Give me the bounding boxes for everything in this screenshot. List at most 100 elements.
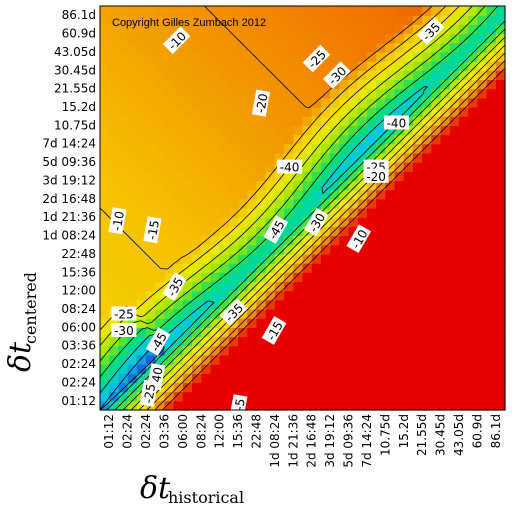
heatmap-cell	[339, 88, 350, 99]
heatmap-cell	[477, 364, 488, 374]
heatmap-cell	[320, 198, 331, 209]
heatmap-cell	[201, 116, 212, 126]
heatmap-cell	[495, 33, 506, 44]
heatmap-cell	[247, 24, 258, 35]
heatmap-cell	[403, 51, 414, 62]
heatmap-cell	[357, 152, 368, 163]
heatmap-cell	[293, 299, 304, 310]
heatmap-cell	[486, 79, 497, 90]
heatmap-cell	[302, 125, 313, 136]
heatmap-cell	[468, 400, 478, 411]
heatmap-cell	[118, 61, 129, 71]
heatmap-cell	[302, 51, 313, 62]
heatmap-cell	[164, 15, 175, 25]
heatmap-cell	[228, 198, 239, 209]
heatmap-cell	[192, 327, 202, 338]
heatmap-cell	[201, 97, 212, 108]
heatmap-cell	[330, 382, 340, 393]
heatmap-cell	[274, 299, 285, 310]
contour-label-bg	[162, 26, 191, 54]
y-tick-label: 02:24	[61, 357, 96, 371]
heatmap-cell	[431, 309, 442, 319]
heatmap-cell	[109, 6, 119, 16]
heatmap-cell	[164, 70, 175, 81]
heatmap-cell	[477, 51, 488, 62]
y-axis-title: δt centered	[3, 272, 40, 372]
heatmap-cell	[228, 290, 239, 301]
heatmap-cell	[228, 364, 239, 374]
heatmap-cell	[219, 61, 230, 71]
heatmap-cell	[219, 373, 230, 384]
heatmap-cell	[256, 336, 267, 347]
heatmap-cell	[431, 345, 442, 356]
heatmap-cell	[440, 299, 451, 310]
heatmap-cell	[293, 373, 304, 384]
heatmap-cell	[219, 107, 230, 117]
heatmap-cell	[118, 97, 129, 108]
heatmap-cell	[136, 134, 147, 145]
contour-label-text: -15	[145, 219, 162, 241]
heatmap-cell	[182, 336, 193, 347]
heatmap-cell	[330, 97, 340, 108]
heatmap-cell	[486, 208, 497, 218]
heatmap-cell	[339, 263, 350, 273]
heatmap-cell	[431, 400, 442, 411]
heatmap-cell	[394, 253, 405, 264]
heatmap-cell	[265, 143, 276, 154]
heatmap-cell	[468, 180, 478, 191]
heatmap-cell	[127, 33, 138, 44]
heatmap-cell	[118, 253, 129, 264]
heatmap-cell	[182, 290, 193, 301]
heatmap-cell	[468, 290, 478, 301]
heatmap-cell	[412, 88, 423, 99]
heatmap-cell	[495, 244, 506, 255]
heatmap-cell	[311, 33, 322, 44]
heatmap-cell	[238, 235, 248, 246]
heatmap-cell	[348, 217, 359, 227]
heatmap-cell	[403, 70, 414, 81]
heatmap-cell	[210, 24, 221, 35]
heatmap-cell	[403, 327, 414, 338]
heatmap-cell	[366, 198, 377, 209]
heatmap-cell	[228, 235, 239, 246]
heatmap-cell	[136, 107, 147, 117]
heatmap-cell	[449, 336, 460, 347]
heatmap-cell	[146, 180, 156, 191]
heatmap-cell	[486, 253, 497, 264]
heatmap-cell	[468, 281, 478, 292]
heatmap-cell	[274, 244, 285, 255]
heatmap-cell	[422, 15, 432, 25]
heatmap-cell	[210, 290, 221, 301]
heatmap-cell	[477, 318, 488, 328]
heatmap-cell	[164, 198, 175, 209]
heatmap-cell	[311, 281, 322, 292]
heatmap-cell	[219, 180, 230, 191]
heatmap-cell	[486, 125, 497, 136]
heatmap-cell	[486, 373, 497, 384]
heatmap-cell	[422, 88, 432, 99]
heatmap-cell	[173, 162, 184, 172]
heatmap-cell	[376, 51, 386, 62]
contour-label-bg	[323, 61, 351, 89]
heatmap-cell	[458, 61, 469, 71]
heatmap-cell	[192, 162, 202, 172]
heatmap-cell	[100, 354, 110, 365]
heatmap-cell	[403, 152, 414, 163]
heatmap-cell	[293, 290, 304, 301]
heatmap-cell	[210, 97, 221, 108]
heatmap-cell	[192, 70, 202, 81]
heatmap-cell	[274, 51, 285, 62]
heatmap-cell	[422, 107, 432, 117]
heatmap-cell	[100, 318, 110, 328]
heatmap-cell	[155, 51, 166, 62]
heatmap-cell	[247, 116, 258, 126]
heatmap-cell	[431, 263, 442, 273]
heatmap-cell	[173, 327, 184, 338]
heatmap-cell	[330, 373, 340, 384]
heatmap-cell	[173, 79, 184, 90]
heatmap-cell	[192, 217, 202, 227]
heatmap-cell	[431, 107, 442, 117]
heatmap-cell	[182, 244, 193, 255]
heatmap-cell	[357, 309, 368, 319]
